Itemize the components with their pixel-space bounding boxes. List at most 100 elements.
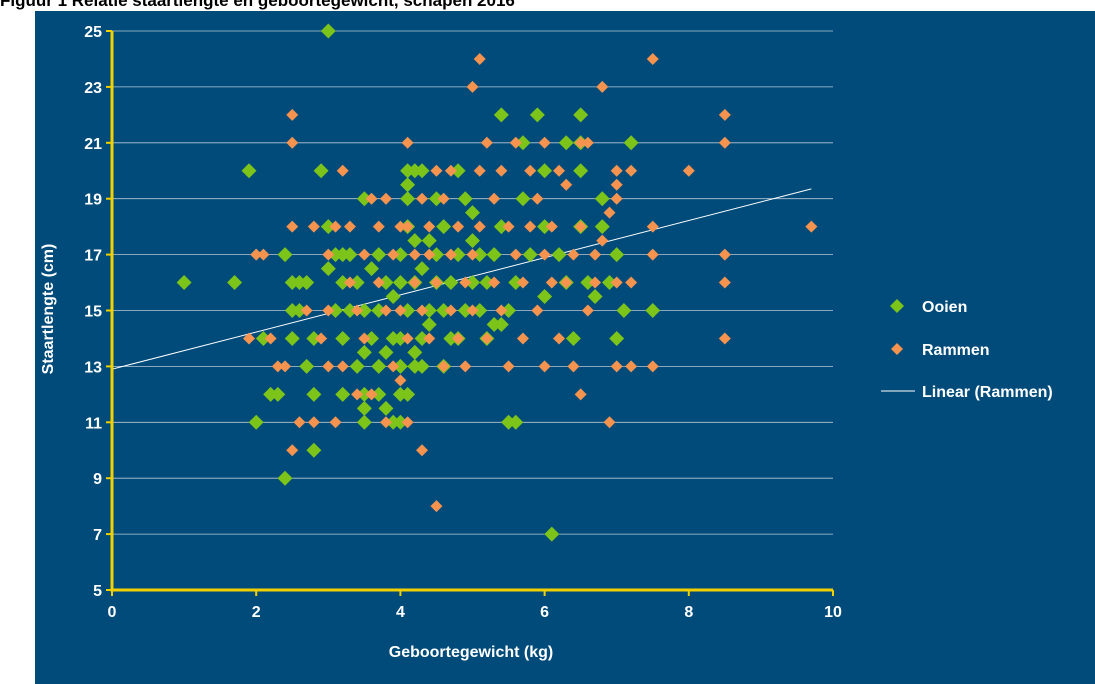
point-rammen-40 (401, 136, 414, 149)
point-ooien-58 (400, 177, 416, 193)
point-rammen-43 (401, 416, 414, 429)
point-rammen-53 (430, 500, 443, 513)
figure-caption: Figuur 1 Relatie staartlengte en geboort… (0, 0, 515, 10)
point-ooien-108 (537, 163, 553, 179)
legend-item-trendline: Linear (Rammen) (881, 384, 1053, 401)
point-rammen-77 (502, 360, 515, 373)
point-rammen-72 (488, 276, 501, 289)
point-ooien-118 (573, 163, 589, 179)
point-rammen-61 (452, 332, 465, 345)
point-rammen-1 (250, 248, 263, 261)
point-rammen-115 (625, 360, 638, 373)
point-rammen-57 (444, 164, 457, 177)
point-ooien-70 (414, 358, 430, 374)
point-rammen-2 (257, 248, 270, 261)
point-rammen-95 (567, 248, 580, 261)
point-rammen-65 (466, 248, 479, 261)
point-rammen-78 (509, 136, 522, 149)
point-rammen-90 (545, 276, 558, 289)
point-ooien-37 (356, 344, 372, 360)
point-rammen-29 (365, 388, 378, 401)
legend-item-ooien: Ooien (890, 299, 967, 316)
point-ooien-32 (349, 275, 365, 291)
point-ooien-74 (421, 316, 437, 332)
point-rammen-89 (545, 220, 558, 233)
point-rammen-68 (473, 164, 486, 177)
point-rammen-22 (343, 220, 356, 233)
point-rammen-20 (336, 164, 349, 177)
point-rammen-93 (560, 178, 573, 191)
point-rammen-102 (589, 248, 602, 261)
trendline-rammen (111, 188, 812, 370)
point-ooien-22 (320, 219, 336, 235)
y-tick-label-13: 13 (84, 359, 102, 376)
point-rammen-18 (329, 220, 342, 233)
point-ooien-40 (364, 330, 380, 346)
point-rammen-75 (495, 304, 508, 317)
point-rammen-16 (322, 304, 335, 317)
point-ooien-81 (443, 275, 459, 291)
point-rammen-63 (459, 360, 472, 373)
y-tick-label-15: 15 (84, 304, 102, 321)
x-tick-label-8: 8 (684, 604, 693, 621)
point-ooien-92 (472, 247, 488, 263)
point-rammen-112 (610, 360, 623, 373)
point-rammen-45 (408, 248, 421, 261)
point-ooien-91 (472, 303, 488, 318)
point-rammen-118 (646, 248, 659, 261)
point-ooien-56 (392, 414, 408, 430)
point-rammen-55 (437, 192, 450, 205)
point-ooien-17 (306, 386, 322, 402)
point-ooien-127 (616, 303, 632, 318)
point-ooien-15 (299, 275, 315, 291)
point-rammen-14 (315, 332, 328, 345)
point-rammen-62 (459, 276, 472, 289)
point-ooien-27 (335, 386, 351, 402)
point-rammen-85 (531, 304, 544, 317)
point-rammen-32 (379, 192, 392, 205)
point-ooien-122 (594, 191, 610, 207)
point-ooien-8 (277, 470, 293, 486)
point-ooien-107 (529, 107, 545, 123)
point-rammen-15 (322, 248, 335, 261)
legend: Ooien Rammen Linear (Rammen) (881, 299, 1053, 401)
point-ooien-97 (493, 107, 509, 123)
point-ooien-53 (392, 358, 408, 374)
point-ooien-103 (508, 275, 524, 291)
point-rammen-38 (394, 304, 407, 317)
point-rammen-33 (379, 304, 392, 317)
point-rammen-48 (416, 444, 429, 457)
point-rammen-80 (516, 276, 529, 289)
point-rammen-47 (416, 304, 429, 317)
point-ooien-72 (421, 233, 437, 249)
y-tick-label-19: 19 (84, 192, 102, 209)
axes (106, 30, 834, 596)
point-rammen-83 (524, 164, 537, 177)
point-rammen-119 (646, 360, 659, 373)
point-rammen-96 (567, 360, 580, 373)
point-ooien-29 (342, 247, 358, 263)
point-rammen-114 (625, 276, 638, 289)
point-ooien-38 (356, 303, 372, 318)
point-rammen-69 (473, 220, 486, 233)
point-ooien-45 (378, 400, 394, 416)
point-ooien-0 (176, 275, 192, 291)
legend-marker-rammen (891, 343, 903, 355)
point-ooien-87 (457, 303, 473, 318)
point-ooien-54 (392, 330, 408, 346)
point-rammen-110 (610, 192, 623, 205)
point-rammen-108 (610, 164, 623, 177)
legend-label-trendline: Linear (Rammen) (922, 384, 1053, 401)
point-rammen-121 (718, 108, 731, 121)
chart-panel: 5 7 9 11 13 15 17 19 21 23 25 0 2 4 6 8 10 Geboortegewic… (35, 11, 1095, 684)
point-rammen-13 (307, 416, 320, 429)
point-ooien-20 (320, 23, 336, 39)
point-rammen-30 (372, 220, 385, 233)
point-rammen-36 (387, 360, 400, 373)
point-rammen-76 (502, 220, 515, 233)
point-ooien-113 (558, 135, 574, 151)
point-rammen-19 (329, 416, 342, 429)
point-ooien-115 (565, 330, 581, 346)
point-rammen-125 (718, 332, 731, 345)
point-rammen-88 (538, 360, 551, 373)
